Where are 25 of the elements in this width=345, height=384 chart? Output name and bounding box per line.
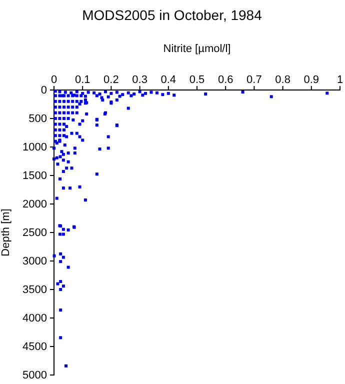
- x-tick-label: 0.8: [275, 74, 290, 86]
- x-tick-label: 0: [50, 74, 58, 86]
- x-tick-label: 0.5: [189, 74, 205, 86]
- y-tick-label: 2500: [22, 227, 47, 240]
- x-tick-label: 0.6: [218, 74, 234, 86]
- y-tick-label: 5000: [22, 370, 47, 382]
- x-tick-label: 0.2: [104, 74, 119, 86]
- y-tick-label: 1000: [22, 142, 47, 154]
- x-tick-label: 0.4: [160, 74, 176, 86]
- x-tick-label: 0.1: [74, 74, 90, 86]
- x-tick-label: 1: [336, 74, 344, 86]
- y-tick-label: 500: [28, 113, 47, 126]
- y-axis-title: Depth [m]: [0, 208, 12, 256]
- y-tick-label: 1500: [22, 170, 47, 182]
- y-tick-label: 3000: [22, 256, 47, 268]
- chart-title: MODS2005 in October, 1984: [82, 7, 262, 23]
- x-tick-label: 0.9: [304, 74, 320, 86]
- y-tick-label: 2000: [22, 198, 47, 211]
- x-axis-title: Nitrite [µmol/l]: [163, 43, 231, 55]
- y-tick-label: 4000: [22, 312, 47, 325]
- y-tick-label: 4500: [22, 341, 47, 354]
- y-tick-label: 3500: [22, 284, 47, 296]
- y-tick-label: 0: [40, 84, 47, 97]
- x-tick-label: 0.7: [246, 74, 262, 86]
- x-tick-label: 0.3: [132, 74, 148, 86]
